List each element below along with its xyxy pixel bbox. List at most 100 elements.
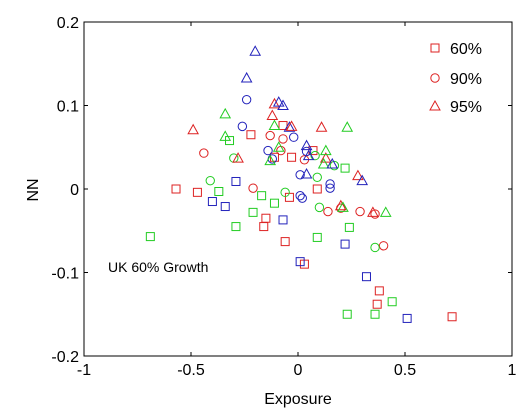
square-point [207, 197, 217, 207]
circle-point [248, 183, 258, 193]
triangle-point [352, 169, 364, 181]
circle-point [199, 148, 209, 158]
circle-point [329, 160, 340, 171]
circle-point [280, 187, 290, 198]
annotation-label: UK 60% Growth [108, 259, 208, 275]
circle-point [312, 172, 322, 183]
triangle-point [264, 154, 277, 166]
y-tick-label: 0 [70, 182, 79, 199]
square-point [220, 202, 230, 212]
square-point [284, 192, 294, 202]
triangle-point [272, 96, 285, 107]
square-point [387, 297, 397, 307]
square-point [447, 312, 457, 322]
triangle-point [240, 71, 253, 83]
square-point [342, 309, 352, 319]
circle-point [237, 121, 248, 132]
triangle-point [356, 174, 369, 186]
x-tick-label: 0.5 [394, 362, 416, 379]
square-point [278, 215, 288, 225]
square-point [340, 239, 350, 249]
triangle-point [219, 107, 232, 119]
y-axis-label: NN [25, 178, 42, 201]
circle-point [265, 130, 275, 141]
circle-point [278, 134, 288, 144]
data-points [145, 45, 457, 323]
circle-point [314, 202, 325, 213]
legend-markers [429, 43, 441, 111]
circle-point [263, 145, 273, 156]
triangle-point [317, 157, 330, 169]
square-point [287, 152, 297, 162]
circle-point [295, 170, 305, 180]
x-tick-label: -1 [77, 362, 91, 379]
square-point [269, 198, 279, 208]
square-point [402, 313, 412, 323]
circle-point [355, 206, 365, 217]
triangle-point [341, 121, 354, 132]
square-point [192, 187, 202, 197]
circle-point [323, 206, 333, 217]
circle-point [370, 242, 380, 253]
square-point [145, 232, 155, 242]
square-point [261, 213, 271, 223]
axis-tick-labels: -1 -0.5 0 0.5 1 -0.2 -0.1 0 0.1 0.2 [51, 15, 516, 379]
circle-point [325, 179, 335, 189]
y-tick-label: -0.2 [51, 349, 79, 366]
triangle-point [334, 199, 347, 211]
triangle-point [367, 206, 379, 217]
square-point [340, 163, 350, 173]
triangle-point [300, 139, 313, 151]
square-point [257, 191, 267, 201]
square-point [370, 309, 380, 319]
square-point [259, 222, 269, 232]
y-tick-label: -0.1 [51, 266, 79, 283]
x-tick-label: 1 [508, 362, 516, 379]
triangle-point [268, 119, 281, 131]
square-point [372, 299, 382, 309]
square-point [231, 176, 241, 186]
triangle-point [379, 206, 392, 217]
x-tick-label: 0 [294, 362, 303, 379]
triangle-point [285, 120, 298, 131]
circle-point [289, 132, 299, 142]
square-point [344, 222, 354, 232]
triangle-point [219, 130, 232, 141]
legend-label-90: 90% [450, 71, 482, 88]
square-point [269, 152, 279, 162]
legend-label-60: 60% [450, 41, 482, 58]
square-point [280, 237, 290, 247]
circle-point [241, 94, 252, 105]
y-tick-label: 0.2 [57, 15, 79, 32]
square-point [214, 187, 224, 197]
triangle-point [326, 157, 339, 169]
triangle-point [249, 45, 262, 56]
x-tick-label: -0.5 [177, 362, 205, 379]
square-point [295, 257, 305, 267]
circle-point [205, 175, 215, 186]
axis-ticks [83, 21, 513, 357]
square-point [248, 207, 258, 217]
legend-triangle-marker [429, 99, 441, 111]
legend: 60% 90% 95% [429, 41, 482, 116]
y-tick-label: 0.1 [57, 99, 79, 116]
triangle-point [187, 123, 199, 135]
square-point [361, 272, 371, 282]
legend-circle-marker [430, 73, 440, 83]
triangle-point [315, 121, 328, 132]
square-point [231, 222, 241, 232]
triangle-point [283, 121, 296, 132]
triangle-point [268, 97, 281, 109]
square-point [374, 286, 384, 296]
triangle-point [319, 144, 332, 156]
triangle-point [300, 167, 313, 179]
circle-point [297, 193, 307, 203]
circle-point [370, 209, 380, 219]
triangle-point [266, 109, 279, 121]
circle-point [295, 190, 305, 201]
x-axis-label: Exposure [264, 391, 332, 408]
legend-square-marker [430, 43, 440, 53]
triangle-point [277, 99, 289, 110]
circle-point [310, 150, 320, 161]
